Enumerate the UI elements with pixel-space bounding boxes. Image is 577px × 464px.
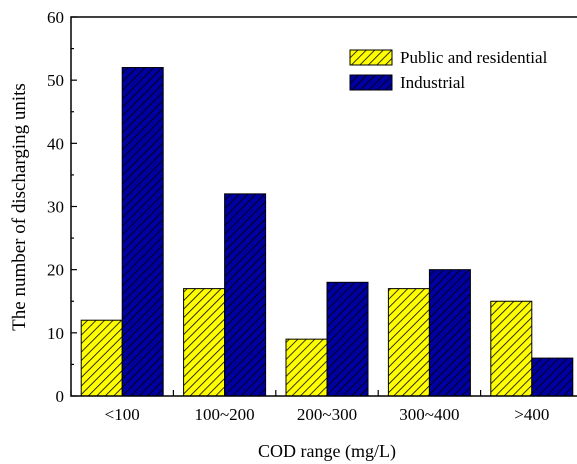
legend-label-industrial: Industrial: [400, 73, 465, 92]
legend-swatch-public: [349, 49, 393, 66]
bar-industrial-1: [224, 193, 267, 397]
y-tick-label-4: 40: [47, 134, 64, 153]
legend-swatch-industrial: [349, 74, 393, 91]
x-tick-label-0: <100: [105, 405, 140, 424]
y-tick-label-1: 10: [47, 324, 64, 343]
bar-public-3: [387, 288, 430, 397]
x-axis-label: COD range (mg/L): [258, 441, 396, 462]
y-tick-label-0: 0: [56, 387, 65, 406]
bar-industrial-4: [531, 357, 574, 397]
bar-industrial-2: [326, 281, 369, 397]
y-axis-label: The number of discharging units: [9, 83, 30, 331]
x-tick-label-4: >400: [514, 405, 549, 424]
x-tick-label-3: 300~400: [399, 405, 459, 424]
bar-public-0: [80, 319, 123, 397]
bar-public-1: [183, 288, 226, 397]
y-tick-label-6: 60: [47, 8, 64, 27]
bars-group: [80, 67, 574, 397]
x-tick-label-1: 100~200: [194, 405, 254, 424]
y-tick-label-5: 50: [47, 71, 64, 90]
axes-group: 0 10 20 30 40 50 60 <100 100~200 200~300 300~400 >4…: [47, 8, 577, 424]
bar-industrial-3: [428, 269, 471, 397]
y-tick-label-3: 30: [47, 198, 64, 217]
legend-label-public: Public and residential: [400, 48, 548, 67]
y-tick-label-2: 20: [47, 261, 64, 280]
bar-industrial-0: [121, 67, 164, 397]
bar-public-2: [285, 338, 328, 397]
bar-public-4: [490, 300, 533, 397]
legend: Public and residential Industrial: [349, 48, 548, 92]
x-tick-label-2: 200~300: [297, 405, 357, 424]
